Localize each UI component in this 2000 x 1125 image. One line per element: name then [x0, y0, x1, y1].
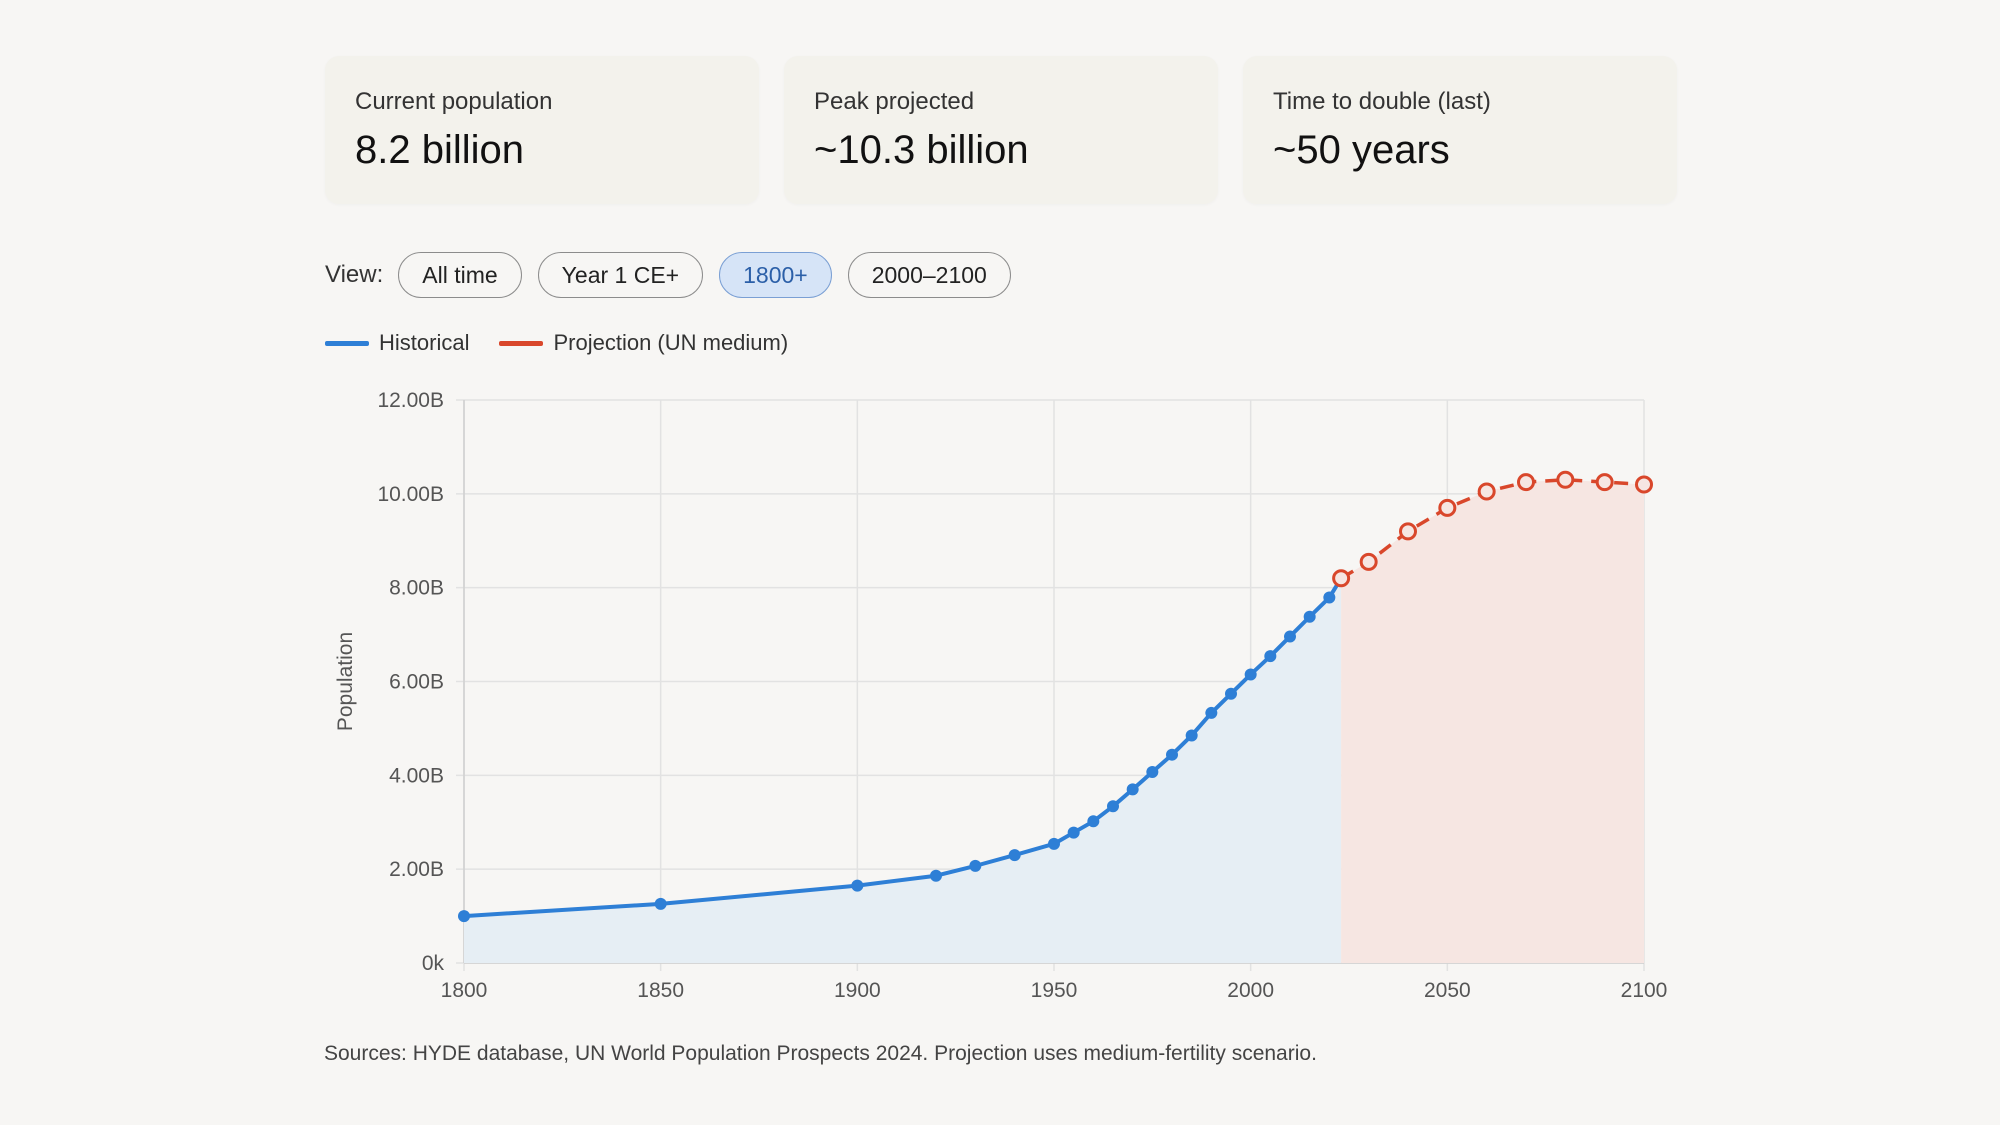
stat-card-peak-projected: Peak projected ~10.3 billion: [784, 56, 1218, 204]
x-tick-label: 1850: [637, 979, 684, 1002]
stats-row: Current population 8.2 billion Peak proj…: [325, 56, 1677, 204]
y-tick-label: 2.00B: [389, 858, 444, 881]
stat-value: ~50 years: [1273, 128, 1450, 172]
stat-label: Current population: [355, 88, 553, 115]
legend-label-historical: Historical: [379, 330, 470, 355]
historical-data-point: [1323, 591, 1336, 604]
x-tick-label: 1800: [441, 979, 488, 1002]
historical-data-point: [1126, 783, 1139, 796]
legend-label-projection: Projection (UN medium): [553, 330, 789, 355]
legend-item-historical[interactable]: Historical: [325, 330, 469, 356]
projection-data-point: [1438, 498, 1457, 517]
view-selector: View: All time Year 1 CE+ 1800+ 2000–210…: [325, 252, 1027, 298]
y-tick-label: 0k: [422, 952, 445, 975]
historical-data-point: [851, 879, 864, 892]
source-note: Sources: HYDE database, UN World Populat…: [324, 1042, 1317, 1065]
historical-series-line: [463, 577, 1343, 919]
historical-data-point: [1087, 815, 1100, 828]
stat-value: ~10.3 billion: [814, 128, 1029, 172]
y-tick-label: 4.00B: [389, 764, 444, 787]
chart-legend: Historical Projection (UN medium): [325, 330, 818, 356]
stat-label: Time to double (last): [1273, 88, 1491, 115]
historical-data-point: [1146, 766, 1159, 779]
x-tick-label: 2000: [1227, 979, 1274, 1002]
historical-data-point: [1244, 668, 1257, 681]
stat-label: Peak projected: [814, 88, 975, 115]
x-tick-label: 2050: [1424, 979, 1471, 1002]
historical-data-point: [1205, 706, 1218, 719]
historical-data-point: [654, 897, 667, 910]
historical-data-point: [1303, 610, 1316, 623]
view-1800-button[interactable]: 1800+: [719, 252, 832, 298]
y-tick-label: 8.00B: [389, 577, 444, 600]
historical-data-point: [930, 869, 942, 882]
stat-value: 8.2 billion: [355, 128, 525, 172]
historical-data-point: [1107, 800, 1119, 813]
x-tick-label: 1900: [834, 979, 881, 1002]
historical-data-point: [969, 859, 982, 872]
historical-data-point: [1048, 837, 1060, 850]
historical-data-point: [1067, 826, 1080, 839]
projection-data-point: [1517, 473, 1535, 492]
stat-card-time-to-double: Time to double (last) ~50 years: [1243, 56, 1677, 204]
projection-data-point: [1595, 473, 1614, 492]
legend-swatch-historical: [325, 340, 369, 346]
historical-data-point: [1008, 849, 1021, 862]
stat-card-current-population: Current population 8.2 billion: [325, 56, 759, 204]
y-tick-label: 10.00B: [377, 483, 444, 506]
view-label: View:: [325, 261, 384, 288]
view-2000-2100-button[interactable]: 2000–2100: [847, 252, 1011, 298]
projection-data-point: [1635, 475, 1653, 494]
historical-data-point: [1185, 729, 1198, 742]
view-all-time-button[interactable]: All time: [398, 252, 522, 298]
legend-item-projection[interactable]: Projection (UN medium): [499, 330, 788, 356]
projection-area-fill: [1341, 479, 1644, 963]
x-tick-label: 1950: [1031, 979, 1078, 1002]
view-year-1-ce-button[interactable]: Year 1 CE+: [537, 252, 704, 298]
historical-data-point: [1284, 630, 1296, 643]
historical-area-fill: [464, 578, 1342, 963]
y-tick-label: 12.00B: [377, 389, 444, 412]
historical-data-point: [1264, 650, 1277, 663]
y-tick-label: 6.00B: [389, 671, 444, 694]
legend-swatch-projection: [499, 340, 544, 346]
historical-data-point: [1166, 748, 1178, 761]
projection-data-point: [1477, 482, 1496, 501]
y-axis-label: Population: [334, 632, 357, 731]
x-tick-label: 2100: [1621, 979, 1668, 1002]
projection-data-point: [1359, 552, 1378, 571]
projection-data-point: [1399, 522, 1417, 541]
historical-data-point: [458, 910, 470, 923]
historical-data-point: [1225, 687, 1237, 700]
projection-data-point: [1556, 470, 1575, 489]
population-chart: 1800 1850 1900 1950 2000 2050 2100 0k 2.00B 4.00B…: [334, 389, 1668, 1002]
projection-data-point: [1332, 569, 1351, 588]
